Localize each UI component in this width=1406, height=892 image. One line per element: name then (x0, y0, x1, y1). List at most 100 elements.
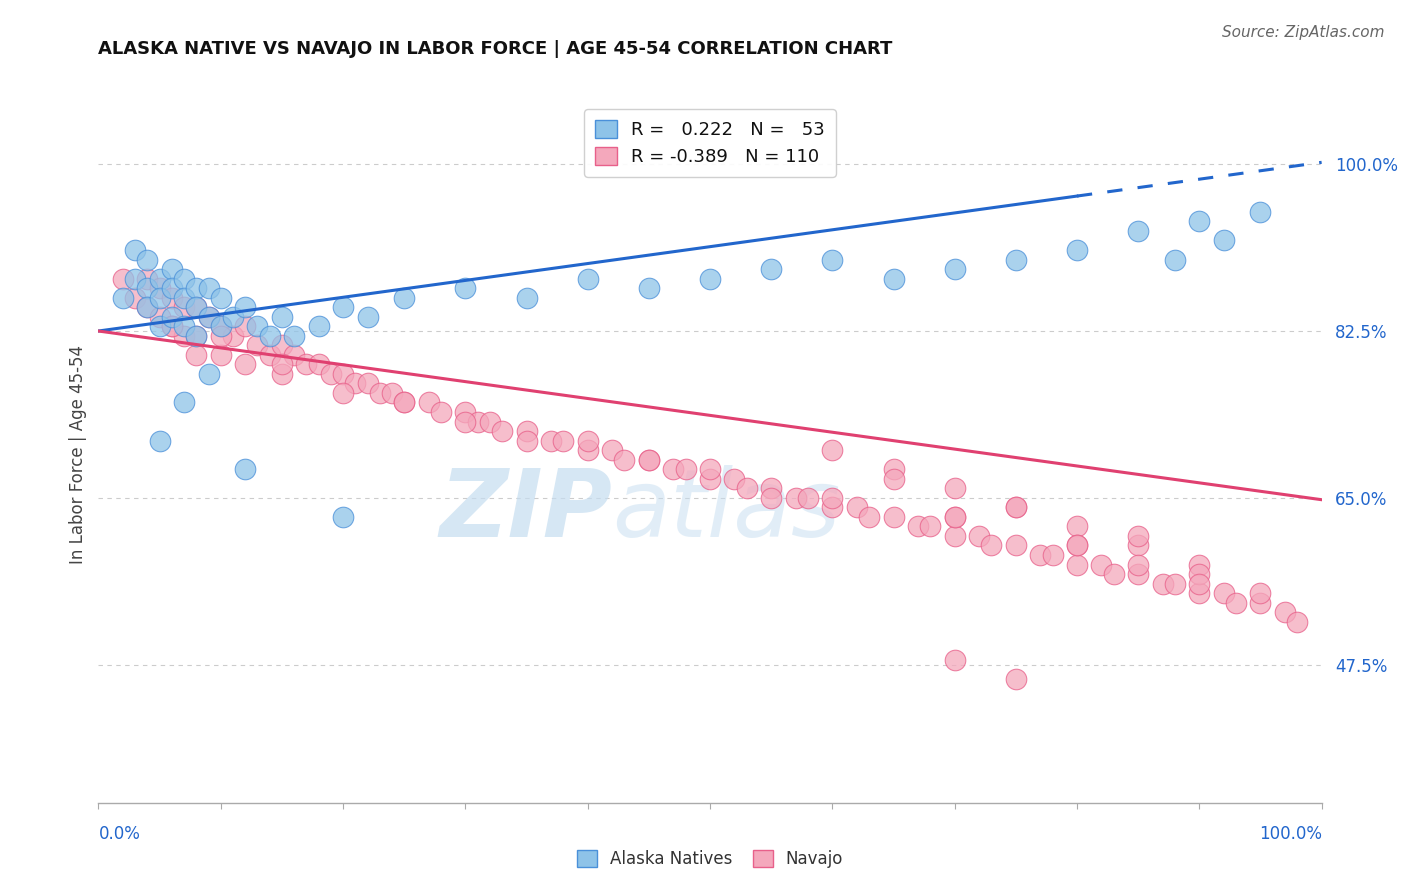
Point (319, 367, 342, 381)
Point (576, 271, 599, 285)
Point (136, 300, 159, 314)
Point (1188, 567, 1211, 582)
Point (920, 519, 942, 533)
Point (1249, 596, 1271, 610)
Point (515, 434, 537, 448)
Point (540, 434, 562, 448)
Point (883, 462, 905, 476)
Legend: Alaska Natives, Navajo: Alaska Natives, Navajo (571, 843, 849, 874)
Point (858, 509, 880, 524)
Point (491, 424, 513, 438)
Point (209, 291, 232, 305)
Point (553, 434, 575, 448)
Point (1188, 586, 1211, 600)
Point (637, 452, 661, 467)
Point (186, 300, 208, 314)
Point (515, 291, 537, 305)
Point (1249, 205, 1271, 219)
Point (1212, 234, 1234, 248)
Point (821, 491, 844, 505)
Point (173, 319, 195, 334)
Point (1249, 586, 1271, 600)
Point (392, 395, 416, 409)
Point (283, 348, 305, 362)
Point (136, 300, 159, 314)
Point (332, 367, 354, 381)
Point (1066, 539, 1088, 553)
Point (1128, 539, 1150, 553)
Point (270, 357, 294, 371)
Point (308, 357, 330, 371)
Point (883, 472, 905, 486)
Point (209, 328, 232, 343)
Point (173, 300, 195, 314)
Point (1066, 539, 1088, 553)
Point (197, 310, 219, 324)
Point (1042, 548, 1064, 562)
Point (160, 319, 183, 334)
Point (332, 300, 354, 314)
Point (149, 434, 172, 448)
Point (1286, 615, 1309, 629)
Point (270, 367, 294, 381)
Point (270, 310, 294, 324)
Point (1102, 567, 1125, 582)
Point (222, 310, 245, 324)
Point (392, 291, 416, 305)
Point (675, 462, 697, 476)
Point (173, 395, 195, 409)
Point (418, 395, 440, 409)
Point (723, 472, 745, 486)
Point (637, 452, 661, 467)
Point (821, 500, 844, 515)
Point (430, 405, 453, 419)
Point (1128, 567, 1150, 582)
Point (1274, 605, 1296, 619)
Point (1188, 214, 1211, 228)
Point (699, 271, 721, 285)
Point (1066, 519, 1088, 533)
Point (613, 452, 636, 467)
Point (943, 509, 966, 524)
Point (1164, 252, 1187, 267)
Point (845, 500, 868, 515)
Point (283, 328, 305, 343)
Point (259, 328, 281, 343)
Point (478, 415, 501, 429)
Point (797, 491, 820, 505)
Point (124, 291, 146, 305)
Point (600, 443, 623, 458)
Point (111, 271, 134, 285)
Y-axis label: In Labor Force | Age 45-54: In Labor Force | Age 45-54 (69, 345, 87, 565)
Point (160, 262, 183, 277)
Point (467, 415, 489, 429)
Point (160, 291, 183, 305)
Point (1004, 500, 1026, 515)
Point (149, 281, 172, 295)
Point (246, 319, 269, 334)
Point (699, 472, 721, 486)
Point (209, 319, 232, 334)
Point (1128, 558, 1150, 572)
Point (233, 357, 256, 371)
Point (124, 243, 146, 257)
Point (821, 443, 844, 458)
Point (160, 281, 183, 295)
Point (186, 328, 208, 343)
Point (186, 328, 208, 343)
Point (381, 386, 404, 401)
Point (1188, 558, 1211, 572)
Point (270, 338, 294, 352)
Point (515, 424, 537, 438)
Point (356, 310, 378, 324)
Point (1004, 672, 1026, 686)
Point (173, 328, 195, 343)
Point (1004, 539, 1026, 553)
Point (699, 462, 721, 476)
Point (308, 319, 330, 334)
Text: ALASKA NATIVE VS NAVAJO IN LABOR FORCE | AGE 45-54 CORRELATION CHART: ALASKA NATIVE VS NAVAJO IN LABOR FORCE |… (98, 40, 893, 58)
Text: ZIP: ZIP (439, 465, 612, 557)
Point (1066, 243, 1088, 257)
Point (233, 300, 256, 314)
Text: Source: ZipAtlas.com: Source: ZipAtlas.com (1222, 25, 1385, 40)
